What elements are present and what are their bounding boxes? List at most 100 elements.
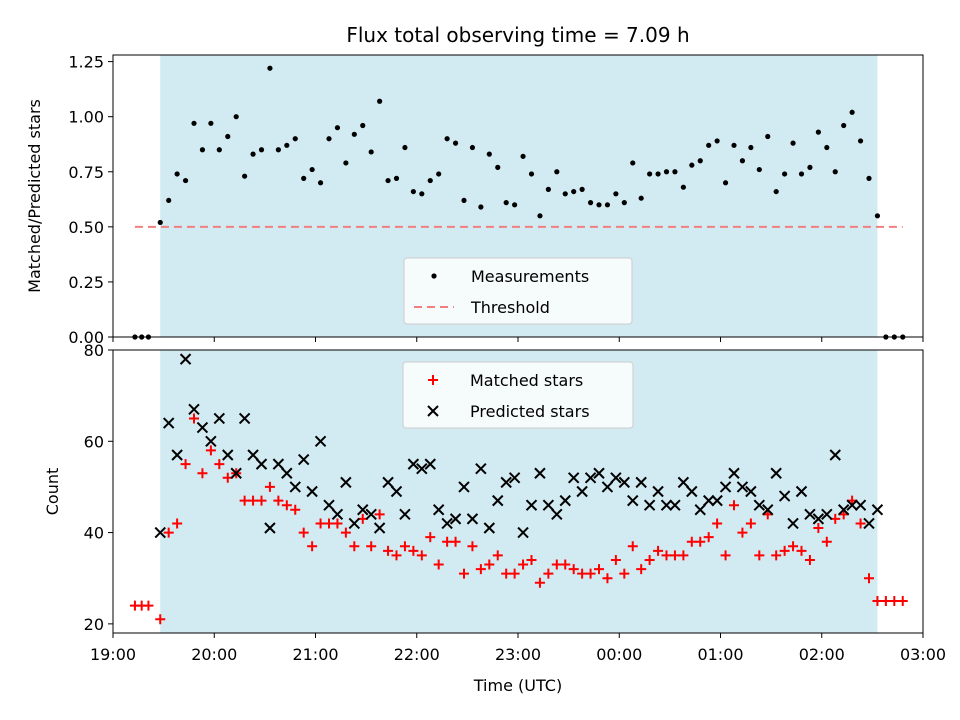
matched-stars-point	[568, 564, 579, 575]
legend-label: Measurements	[471, 267, 589, 286]
measurement-point	[722, 180, 729, 186]
measurement-point	[174, 171, 180, 177]
predicted-stars-point	[323, 499, 335, 511]
bottom-legend: Matched stars Predicted stars	[402, 361, 634, 429]
predicted-stars-point	[601, 481, 614, 493]
matched-stars-point	[897, 596, 908, 607]
matched-stars-point	[813, 523, 824, 534]
predicted-stars-point	[238, 412, 251, 425]
measurement-point	[832, 169, 838, 175]
y-tick-label: 20	[84, 615, 104, 634]
legend-dot-marker	[431, 273, 437, 279]
measurement-point	[672, 169, 678, 175]
predicted-stars-point	[492, 494, 504, 507]
predicted-stars-point	[508, 472, 521, 484]
matched-stars-point	[492, 550, 503, 561]
measurement-point	[377, 98, 383, 104]
matched-stars-point	[143, 600, 154, 611]
measurement-point	[166, 197, 172, 204]
measurement-point	[638, 195, 644, 201]
predicted-stars-point	[534, 467, 546, 479]
predicted-stars-point	[795, 485, 808, 498]
matched-stars-point	[619, 568, 630, 579]
predicted-stars-point	[424, 458, 436, 470]
predicted-stars-point	[171, 449, 183, 461]
matched-stars-point	[636, 564, 647, 575]
measurement-point	[419, 191, 425, 197]
predicted-stars-point	[357, 504, 369, 516]
measurement-point	[663, 169, 670, 175]
x-tick-label: 23:00	[495, 645, 541, 664]
matched-stars-point	[273, 495, 284, 506]
measurement-point	[579, 186, 585, 192]
measurement-point	[360, 122, 366, 129]
measurement-point	[267, 65, 273, 71]
y-tick-label: 40	[84, 524, 104, 543]
predicted-stars-point	[162, 417, 175, 429]
predicted-stars-point	[340, 476, 352, 489]
measurement-point	[706, 142, 712, 148]
predicted-stars-point	[618, 476, 631, 489]
chart-title: Flux total observing time = 7.09 h	[346, 23, 689, 47]
measurement-point	[537, 213, 543, 219]
matched-stars-point	[163, 527, 174, 538]
measurement-point	[798, 171, 805, 177]
measurement-point	[621, 200, 627, 206]
measurement-point	[301, 175, 307, 181]
legend-x-marker	[427, 405, 439, 417]
predicted-stars-point	[407, 458, 420, 470]
measurement-point	[275, 147, 281, 153]
matched-stars-point	[543, 568, 554, 579]
measurement-point	[334, 125, 341, 131]
legend-label: Predicted stars	[470, 402, 590, 421]
measurement-point	[402, 144, 408, 151]
matched-stars-point	[349, 541, 360, 552]
predicted-stars-point	[702, 494, 715, 507]
measurement-point	[242, 173, 248, 179]
measurement-point	[326, 136, 332, 142]
measurement-point	[436, 171, 442, 177]
measurement-point	[520, 153, 526, 159]
predicted-stars-point	[576, 485, 588, 498]
x-tick-label: 01:00	[697, 645, 743, 664]
measurement-point	[824, 144, 830, 151]
predicted-stars-point	[728, 467, 740, 479]
matched-stars-point	[383, 545, 394, 556]
matched-stars-point	[729, 500, 739, 511]
measurement-point	[731, 142, 737, 148]
measurement-point	[478, 204, 484, 210]
measurement-point	[444, 136, 450, 142]
predicted-stars-point	[610, 472, 622, 484]
matched-stars-point	[669, 550, 680, 561]
predicted-stars-point	[205, 435, 217, 447]
matched-stars-point	[779, 545, 790, 556]
matched-stars-point	[256, 495, 267, 506]
measurement-point	[807, 164, 813, 170]
predicted-stars-point	[306, 485, 318, 498]
matched-stars-point	[594, 564, 604, 575]
x-tick-label: 02:00	[799, 645, 845, 664]
measurement-point	[343, 160, 349, 166]
predicted-stars-point	[567, 472, 580, 484]
measurement-point	[199, 147, 206, 153]
matched-stars-point	[880, 596, 891, 607]
measurement-point	[250, 151, 256, 157]
legend-plus-marker	[428, 375, 438, 385]
y-tick-label: 1.00	[68, 108, 104, 127]
measurement-point	[385, 177, 391, 184]
measurement-point	[495, 164, 501, 170]
predicted-stars-point	[753, 499, 766, 511]
predicted-stars-point	[525, 499, 538, 511]
matched-stars-point	[425, 532, 436, 543]
predicted-stars-point	[382, 476, 394, 489]
matched-stars-point	[408, 545, 419, 556]
measurement-point	[292, 136, 298, 142]
matched-stars-point	[197, 468, 208, 479]
measurement-point	[815, 129, 821, 135]
predicted-stars-point	[373, 522, 386, 534]
predicted-stars-point	[458, 481, 470, 493]
matched-stars-point	[459, 568, 469, 579]
predicted-stars-point	[652, 485, 664, 498]
predicted-stars-point	[179, 353, 192, 365]
measurement-point	[393, 175, 400, 181]
